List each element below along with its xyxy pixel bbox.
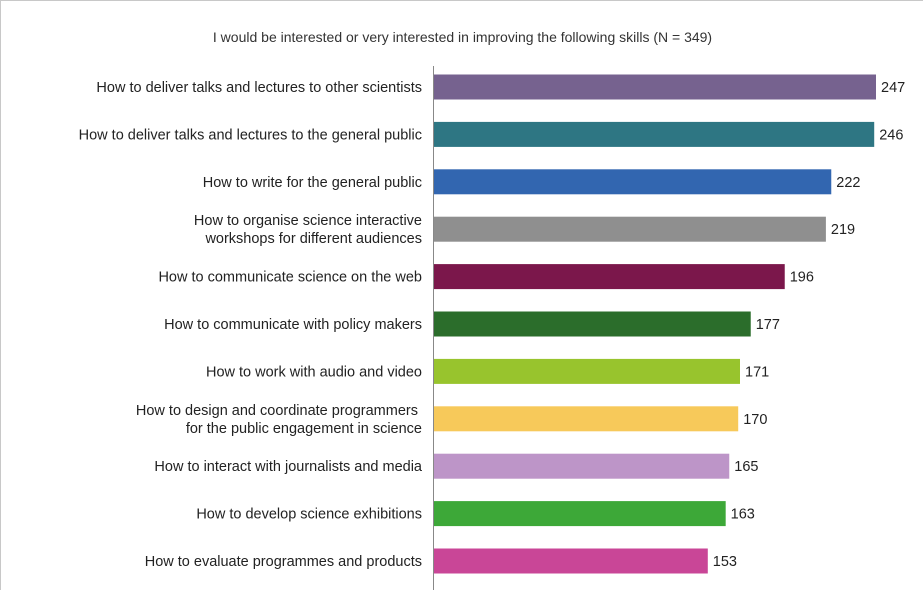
category-label: How to organise science interactive works…: [194, 213, 422, 247]
bar: [434, 501, 726, 527]
data-label: 177: [756, 317, 780, 333]
category-label: How to develop science exhibitions: [196, 507, 422, 523]
bar: [434, 406, 739, 432]
bar: [434, 216, 826, 242]
bar: [434, 548, 708, 574]
data-label: 153: [713, 554, 737, 570]
data-label: 171: [745, 364, 769, 380]
category-label: How to communicate with policy makers: [164, 317, 422, 333]
category-label: How to design and coordinate programmers…: [136, 403, 422, 437]
category-label: How to communicate science on the web: [158, 270, 422, 286]
data-label: 246: [879, 127, 903, 143]
data-label: 219: [831, 222, 855, 238]
category-label: How to deliver talks and lectures to the…: [79, 127, 422, 143]
category-label: How to work with audio and video: [206, 364, 422, 380]
data-label: 222: [836, 175, 860, 191]
data-label: 163: [731, 507, 755, 523]
data-label: 196: [790, 270, 814, 286]
data-label: 170: [743, 412, 767, 428]
category-label: How to interact with journalists and med…: [154, 459, 423, 475]
bar: [434, 74, 876, 100]
bar: [434, 453, 730, 479]
category-label: How to write for the general public: [203, 175, 422, 191]
data-label: 165: [734, 459, 758, 475]
category-label: How to deliver talks and lectures to oth…: [96, 80, 422, 96]
bar: [434, 311, 751, 337]
category-label: How to evaluate programmes and products: [145, 554, 422, 570]
bar: [434, 169, 832, 195]
bar: [434, 264, 785, 290]
bar: [434, 358, 740, 384]
bar: [434, 121, 875, 147]
chart-title: I would be interested or very interested…: [212, 29, 713, 45]
data-label: 247: [881, 80, 905, 96]
